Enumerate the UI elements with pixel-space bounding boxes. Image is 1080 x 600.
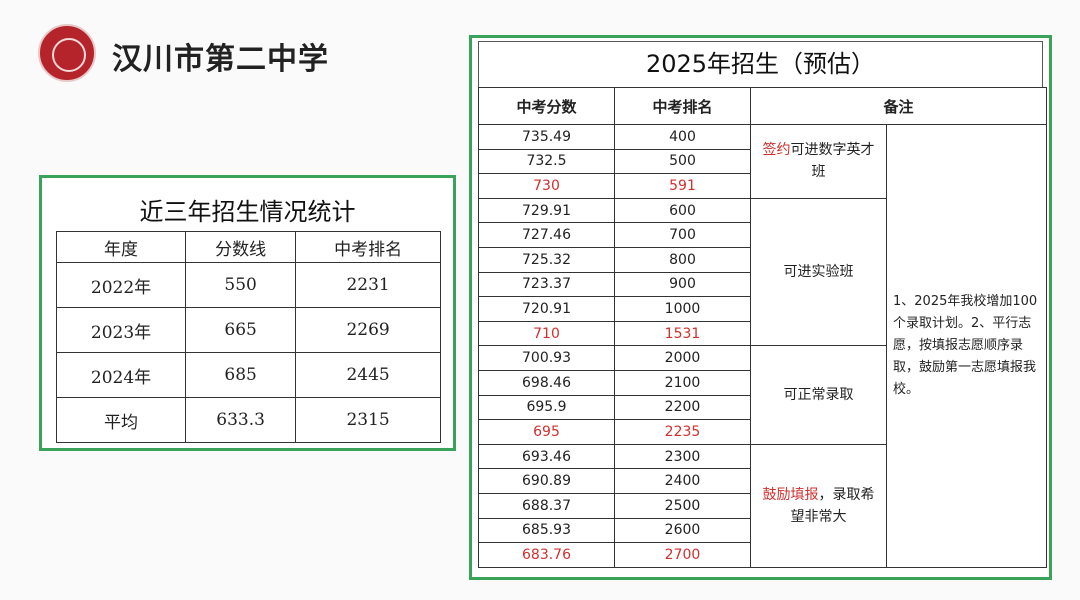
history-panel: 近三年招生情况统计 年度 分数线 中考排名 2022年 550 2231 2023年 665 2…: [39, 175, 456, 451]
table-cell: 2100: [614, 369, 751, 396]
table-cell: 700.93: [478, 345, 615, 371]
table-cell: 685: [185, 352, 297, 398]
history-title: 近三年招生情况统计: [139, 198, 356, 226]
table-row: 723.37 900: [478, 271, 1047, 298]
table-cell: 600: [614, 197, 751, 224]
table-cell: 693.46: [478, 443, 615, 470]
remark-text: 可正常录取: [783, 387, 854, 404]
table-cell: 735.49: [478, 124, 615, 150]
remark-cell: 鼓励填报，录取希望非常大: [750, 443, 887, 568]
table-cell: 平均: [55, 397, 187, 443]
table-cell: 688.37: [478, 492, 615, 519]
header-row: 年度 分数线 中考排名: [55, 231, 441, 263]
column-header: 中考排名: [614, 87, 751, 125]
table-cell: 698.46: [478, 369, 615, 396]
table-cell: 727.46: [478, 222, 615, 248]
table-row: 732.5 500: [478, 148, 1047, 175]
column-header: 分数线: [185, 231, 297, 263]
table-cell: 2200: [614, 394, 751, 421]
table-cell: 695.9: [478, 394, 615, 421]
table-cell: 550: [185, 262, 297, 308]
table-cell: 710: [478, 320, 615, 347]
table-row: 693.46 2300 鼓励填报，录取希望非常大: [478, 443, 1047, 568]
table-cell: 665: [185, 307, 297, 353]
table-cell: 2000: [614, 345, 751, 371]
table-cell: 2600: [614, 517, 751, 544]
table-cell: 500: [614, 148, 751, 175]
table-row: 735.49 400 签约可进数字英才班 1、2025年我校增加100个录取计划。2、…: [478, 124, 1047, 568]
forecast-title: 2025年招生（预估）: [478, 41, 1043, 87]
table-cell: 685.93: [478, 517, 615, 544]
table-cell: 900: [614, 271, 751, 298]
table-row: 725.32 800: [478, 246, 1047, 273]
table-row: 695.9 2200: [478, 394, 1047, 421]
table-row: 690.89 2400: [478, 468, 1047, 494]
table-cell: 690.89: [478, 468, 615, 494]
forecast-table: 中考分数 中考排名 备注 735.49 400 签约可进数字英才班 1、2025年我校增加1…: [478, 87, 1047, 568]
table-row: 730 591: [478, 173, 1047, 199]
table-cell: 800: [614, 246, 751, 273]
table-cell: 2269: [295, 307, 441, 353]
table-cell: 2315: [295, 397, 441, 443]
remark-highlight: 签约: [762, 142, 791, 159]
table-cell: 720.91: [478, 296, 615, 322]
table-cell: 732.5: [478, 148, 615, 175]
table-cell: 2231: [295, 262, 441, 308]
table-row: 720.91 1000: [478, 296, 1047, 322]
table-row: 700.93 2000 可正常录取: [478, 345, 1047, 445]
header-row: 中考分数 中考排名 备注: [478, 87, 1047, 125]
column-header: 年度: [55, 231, 187, 263]
table-cell: 723.37: [478, 271, 615, 298]
remark-text: 可进实验班: [783, 264, 854, 281]
table-cell: 2500: [614, 492, 751, 519]
table-cell: 2024年: [55, 352, 187, 398]
table-row: 685.93 2600: [478, 517, 1047, 544]
table-row: 2023年 665 2269: [55, 307, 441, 353]
table-cell: 400: [614, 124, 751, 150]
table-cell: 2022年: [55, 262, 187, 308]
table-cell: 2700: [614, 542, 751, 568]
table-cell: 2300: [614, 443, 751, 470]
table-cell: 2445: [295, 352, 441, 398]
table-cell: 1531: [614, 320, 751, 347]
table-row: 2022年 550 2231: [55, 262, 441, 308]
column-header: 备注: [750, 87, 1047, 125]
remark-text: ，录取希望非常大: [790, 486, 875, 525]
table-cell: 695: [478, 419, 615, 445]
table-cell: 1000: [614, 296, 751, 322]
column-header: 中考排名: [295, 231, 441, 263]
table-cell: 683.76: [478, 542, 615, 568]
school-logo: [38, 24, 96, 82]
table-cell: 2023年: [55, 307, 187, 353]
table-row: 683.76 2700: [478, 542, 1047, 568]
remark-cell: 可进实验班: [750, 197, 887, 347]
remark-cell: 可正常录取: [750, 345, 887, 445]
column-header: 中考分数: [478, 87, 615, 125]
remark-text: 可进数字英才班: [790, 142, 875, 181]
table-row: 729.91 600 可进实验班: [478, 197, 1047, 347]
table-row: 710 1531: [478, 320, 1047, 347]
table-cell: 633.3: [185, 397, 297, 443]
note-cell: 1、2025年我校增加100个录取计划。2、平行志愿，按填报志愿顺序录取，鼓励第…: [886, 124, 1047, 568]
table-row: 695 2235: [478, 419, 1047, 445]
history-table: 年度 分数线 中考排名 2022年 550 2231 2023年 665 2269 2024年 68…: [55, 231, 441, 443]
table-cell: 591: [614, 173, 751, 199]
table-cell: 2235: [614, 419, 751, 445]
table-row: 727.46 700: [478, 222, 1047, 248]
table-row: 688.37 2500: [478, 492, 1047, 519]
table-row: 平均 633.3 2315: [55, 397, 441, 443]
forecast-panel: 2025年招生（预估） 中考分数 中考排名 备注 735.49 400 签约可进数字英才班…: [469, 35, 1052, 580]
table-cell: 730: [478, 173, 615, 199]
school-name: 汉川市第二中学: [112, 42, 329, 77]
table-cell: 2400: [614, 468, 751, 494]
table-cell: 700: [614, 222, 751, 248]
table-row: 2024年 685 2445: [55, 352, 441, 398]
remark-highlight: 鼓励填报: [762, 486, 819, 503]
table-cell: 729.91: [478, 197, 615, 224]
table-cell: 725.32: [478, 246, 615, 273]
remark-cell: 签约可进数字英才班: [750, 124, 887, 199]
